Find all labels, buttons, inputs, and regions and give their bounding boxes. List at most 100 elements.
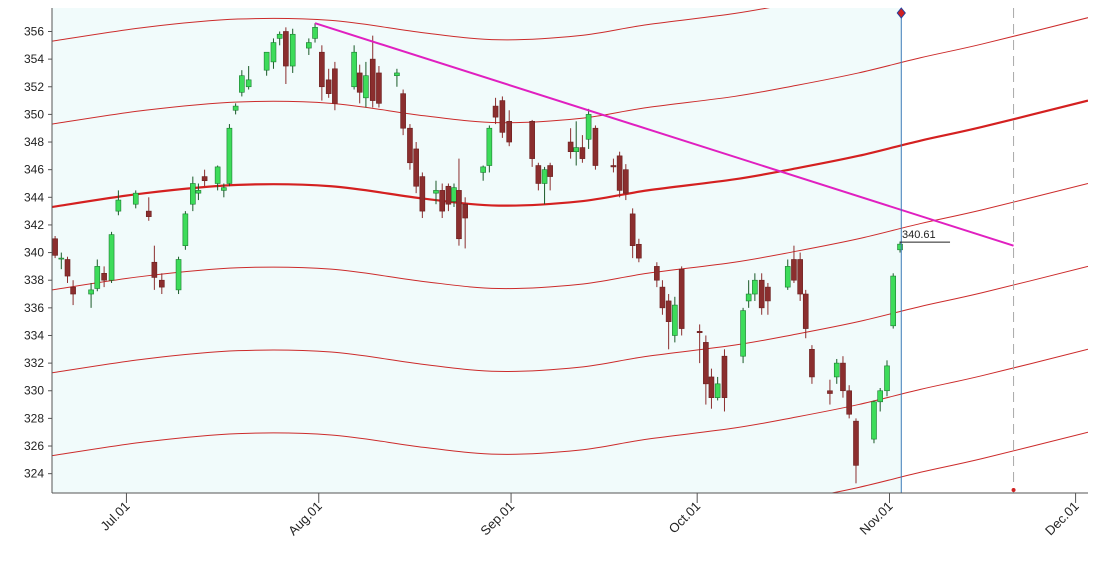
- y-tick-label: 356: [24, 24, 44, 38]
- candle-body: [797, 259, 803, 295]
- candle-body: [486, 127, 493, 166]
- y-tick-label: 338: [24, 273, 44, 287]
- y-tick-label: 330: [24, 384, 44, 398]
- candle-body: [547, 165, 553, 177]
- channel-line: [52, 182, 1088, 291]
- candle-body: [439, 190, 446, 212]
- y-tick-label: 348: [24, 135, 44, 149]
- candle-body: [94, 266, 101, 289]
- candle-body: [541, 169, 548, 184]
- candle-body: [445, 185, 452, 205]
- channel-line: [52, 17, 1088, 125]
- candle-body: [101, 272, 107, 281]
- candle-body: [319, 51, 325, 88]
- candle-body: [745, 293, 752, 302]
- candle-body: [232, 105, 239, 111]
- candle-body: [506, 121, 513, 143]
- candle-body: [332, 68, 338, 104]
- candle-body: [88, 289, 94, 295]
- candle-body: [567, 141, 574, 153]
- candle-body: [678, 268, 685, 329]
- candle-body: [853, 420, 859, 466]
- candle-body: [752, 279, 758, 295]
- candle-body: [579, 147, 586, 159]
- candle-body: [846, 390, 852, 415]
- candle-body: [827, 390, 833, 394]
- candle-body: [356, 72, 363, 93]
- candle-body: [419, 176, 426, 212]
- candle-body: [132, 192, 139, 205]
- y-tick-label: 344: [24, 190, 44, 204]
- candle-body: [499, 100, 506, 133]
- candle-body: [809, 348, 815, 378]
- projection-marker: [1011, 488, 1016, 492]
- candle-body: [636, 243, 642, 259]
- y-tick-label: 324: [24, 467, 44, 481]
- candle-body: [270, 42, 277, 63]
- x-tick-label: Aug.01: [285, 499, 325, 539]
- candle-body: [400, 93, 406, 129]
- y-tick-label: 336: [24, 301, 44, 315]
- candle-body: [351, 51, 357, 88]
- candle-body: [52, 238, 58, 256]
- candle-body: [289, 33, 296, 67]
- candle-body: [195, 190, 202, 194]
- candle-body: [70, 286, 76, 295]
- y-tick-label: 340: [24, 246, 44, 260]
- candle-body: [58, 257, 65, 260]
- candle-body: [708, 376, 715, 398]
- candle-body: [159, 279, 165, 288]
- plot-background-future: [901, 8, 1088, 493]
- candle-body: [433, 190, 439, 194]
- candle-body: [182, 213, 189, 246]
- candle-body: [363, 75, 369, 99]
- channel-line: [52, 99, 1088, 209]
- candle-body: [877, 390, 883, 403]
- channel-line: [829, 431, 1088, 493]
- candle-body: [573, 147, 580, 153]
- last-value-label: 340.61: [902, 229, 936, 241]
- candle-body: [451, 187, 457, 202]
- candle-body: [190, 183, 196, 205]
- channel-line: [52, 8, 771, 42]
- candle-body: [610, 165, 617, 168]
- candle-body: [376, 72, 382, 104]
- candle-body: [407, 127, 413, 164]
- candle-body: [696, 331, 703, 334]
- candle-body: [791, 259, 797, 281]
- x-tick-label: Oct.01: [666, 499, 704, 537]
- candle-body: [585, 114, 592, 140]
- y-tick-label: 326: [24, 439, 44, 453]
- candle-body: [765, 286, 771, 302]
- candle-body: [145, 210, 152, 217]
- x-tick-label: Nov.01: [857, 499, 896, 538]
- x-tick-label: Sep.01: [477, 499, 517, 539]
- candle-body: [64, 259, 71, 277]
- candle-body: [201, 176, 208, 182]
- candle-body: [890, 275, 897, 327]
- candle-body: [462, 203, 468, 219]
- y-tick-label: 352: [24, 80, 44, 94]
- candle-body: [897, 243, 903, 251]
- plot-area: [52, 8, 1088, 493]
- y-tick-label: 328: [24, 411, 44, 425]
- candle-body: [325, 79, 332, 94]
- candle-body: [784, 266, 791, 288]
- candle-body: [413, 148, 419, 187]
- candle-body: [456, 190, 462, 240]
- candle-body: [480, 166, 486, 173]
- trend-line: [314, 22, 1014, 247]
- candle-body: [239, 75, 245, 93]
- y-tick-label: 342: [24, 218, 44, 232]
- candle-body: [616, 155, 623, 191]
- candle-body: [226, 127, 233, 184]
- candle-body: [665, 300, 672, 322]
- candle-body: [884, 365, 890, 392]
- candle-body: [672, 304, 678, 336]
- candle-body: [369, 58, 376, 101]
- cursor-marker: [896, 7, 906, 19]
- candle-body: [108, 234, 115, 281]
- candle-body: [276, 33, 283, 39]
- y-tick-label: 346: [24, 163, 44, 177]
